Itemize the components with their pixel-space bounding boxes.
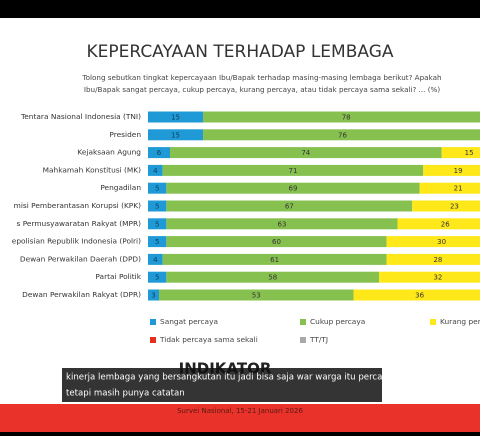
bar-segment [166, 236, 387, 248]
category-label: epolisian Republik Indonesia (Polri) [12, 237, 141, 246]
caption: kinerja lembaga yang bersangkutan itu ja… [66, 373, 393, 383]
bar-segment [148, 218, 167, 230]
category-label: Dewan Perwakilan Rakyat (DPR) [22, 290, 141, 299]
data-label: 36 [415, 292, 424, 300]
category-label: Dewan Perwakilan Daerah (DPD) [20, 254, 141, 263]
bar-segment [148, 289, 160, 301]
data-label: 53 [252, 292, 261, 300]
data-label: 3 [151, 292, 155, 300]
legend-swatch [430, 319, 436, 325]
bar-segment [148, 111, 204, 123]
data-label: 78 [342, 114, 351, 122]
bar-segment [162, 253, 387, 265]
bar-segment [148, 129, 204, 141]
category-label: Presiden [109, 130, 141, 139]
bar-segment [419, 182, 480, 194]
bar-segment [148, 236, 167, 248]
category-label: s Permusyawaratan Rakyat (MPR) [17, 219, 142, 228]
data-label: 60 [272, 238, 281, 246]
bar-segment [148, 147, 171, 159]
data-label: 5 [155, 220, 159, 228]
bar-segment [386, 236, 480, 248]
bar-segment [166, 271, 380, 283]
data-label: 26 [441, 220, 450, 228]
bar-segment [203, 111, 480, 123]
data-label: 32 [433, 274, 442, 282]
data-label: 30 [437, 238, 446, 246]
data-label: 6 [157, 149, 162, 157]
bar-segment [353, 289, 480, 301]
data-label: 4 [153, 256, 158, 264]
bar-segment [148, 200, 167, 212]
panel [0, 18, 480, 406]
legend-swatch [300, 337, 306, 343]
category-label: Mahkamah Konstitusi (MK) [43, 165, 141, 174]
bar-segment [203, 129, 480, 141]
category-label: Kejaksaan Agung [77, 148, 141, 157]
bar-segment [148, 182, 167, 194]
chart-title: KEPERCAYAAN TERHADAP LEMBAGA [86, 42, 393, 62]
data-label: 71 [289, 167, 298, 175]
bar-segment [166, 218, 398, 230]
data-label: 5 [155, 238, 159, 246]
legend-swatch [150, 337, 156, 343]
data-label: 21 [454, 185, 463, 193]
data-label: 58 [268, 274, 277, 282]
data-label: 5 [155, 203, 159, 211]
bar-segment [166, 200, 413, 212]
category-label: Tentara Nasional Indonesia (TNI) [20, 112, 141, 121]
caption: tetapi masih punya catatan [66, 389, 185, 399]
data-label: 28 [433, 256, 442, 264]
caption-box [62, 368, 382, 402]
data-label: 15 [171, 131, 180, 139]
data-label: 19 [454, 167, 463, 175]
plot: 15 78 15 76 6 74 15 4 71 19 5 69 21 5 67 23 5 63 26 5 60 30 4 6… [148, 111, 480, 301]
data-label: 61 [270, 256, 279, 264]
bar-segment [423, 164, 480, 176]
bar-segment [148, 271, 167, 283]
bar-segment [412, 200, 480, 212]
data-label: 67 [285, 203, 294, 211]
bar-segment [379, 271, 480, 283]
legend-swatch [300, 319, 306, 325]
data-label: 15 [171, 114, 180, 122]
data-label: 4 [153, 167, 158, 175]
data-label: 76 [338, 131, 347, 139]
bar-segment [162, 164, 424, 176]
data-label: 5 [155, 274, 159, 282]
data-label: 63 [277, 220, 286, 228]
bar-segment [166, 182, 420, 194]
bar-segment [159, 289, 354, 301]
bar-segment [386, 253, 480, 265]
bar-segment [441, 147, 480, 159]
data-label: 74 [301, 149, 310, 157]
bar-segment [148, 253, 163, 265]
source: Survei Nasional, 15-21 Januari 2026 [177, 407, 303, 415]
bar-segment [170, 147, 442, 159]
legend-swatch [150, 319, 156, 325]
footer-band [0, 404, 480, 432]
data-label: 23 [450, 203, 459, 211]
data-label: 15 [465, 149, 474, 157]
legend-label: Sangat percaya [160, 317, 218, 326]
category-label: Pengadilan [100, 183, 141, 192]
subtitle: Tolong sebutkan tingkat kepercayaan Ibu/… [81, 73, 441, 82]
legend-label: Kurang percaya [440, 317, 480, 326]
bar-segment [397, 218, 480, 230]
category-label: Partai Politik [95, 272, 141, 281]
legend-label: Cukup percaya [310, 317, 365, 326]
data-label: 69 [289, 185, 298, 193]
category-label: misi Pemberantasan Korupsi (KPK) [14, 201, 141, 210]
legend-label: Tidak percaya sama sekali [159, 335, 258, 344]
legend-label: TT/TJ [309, 335, 328, 344]
subtitle: Ibu/Bapak sangat percaya, cukup percaya,… [84, 85, 440, 94]
bar-segment [148, 164, 163, 176]
data-label: 5 [155, 185, 159, 193]
